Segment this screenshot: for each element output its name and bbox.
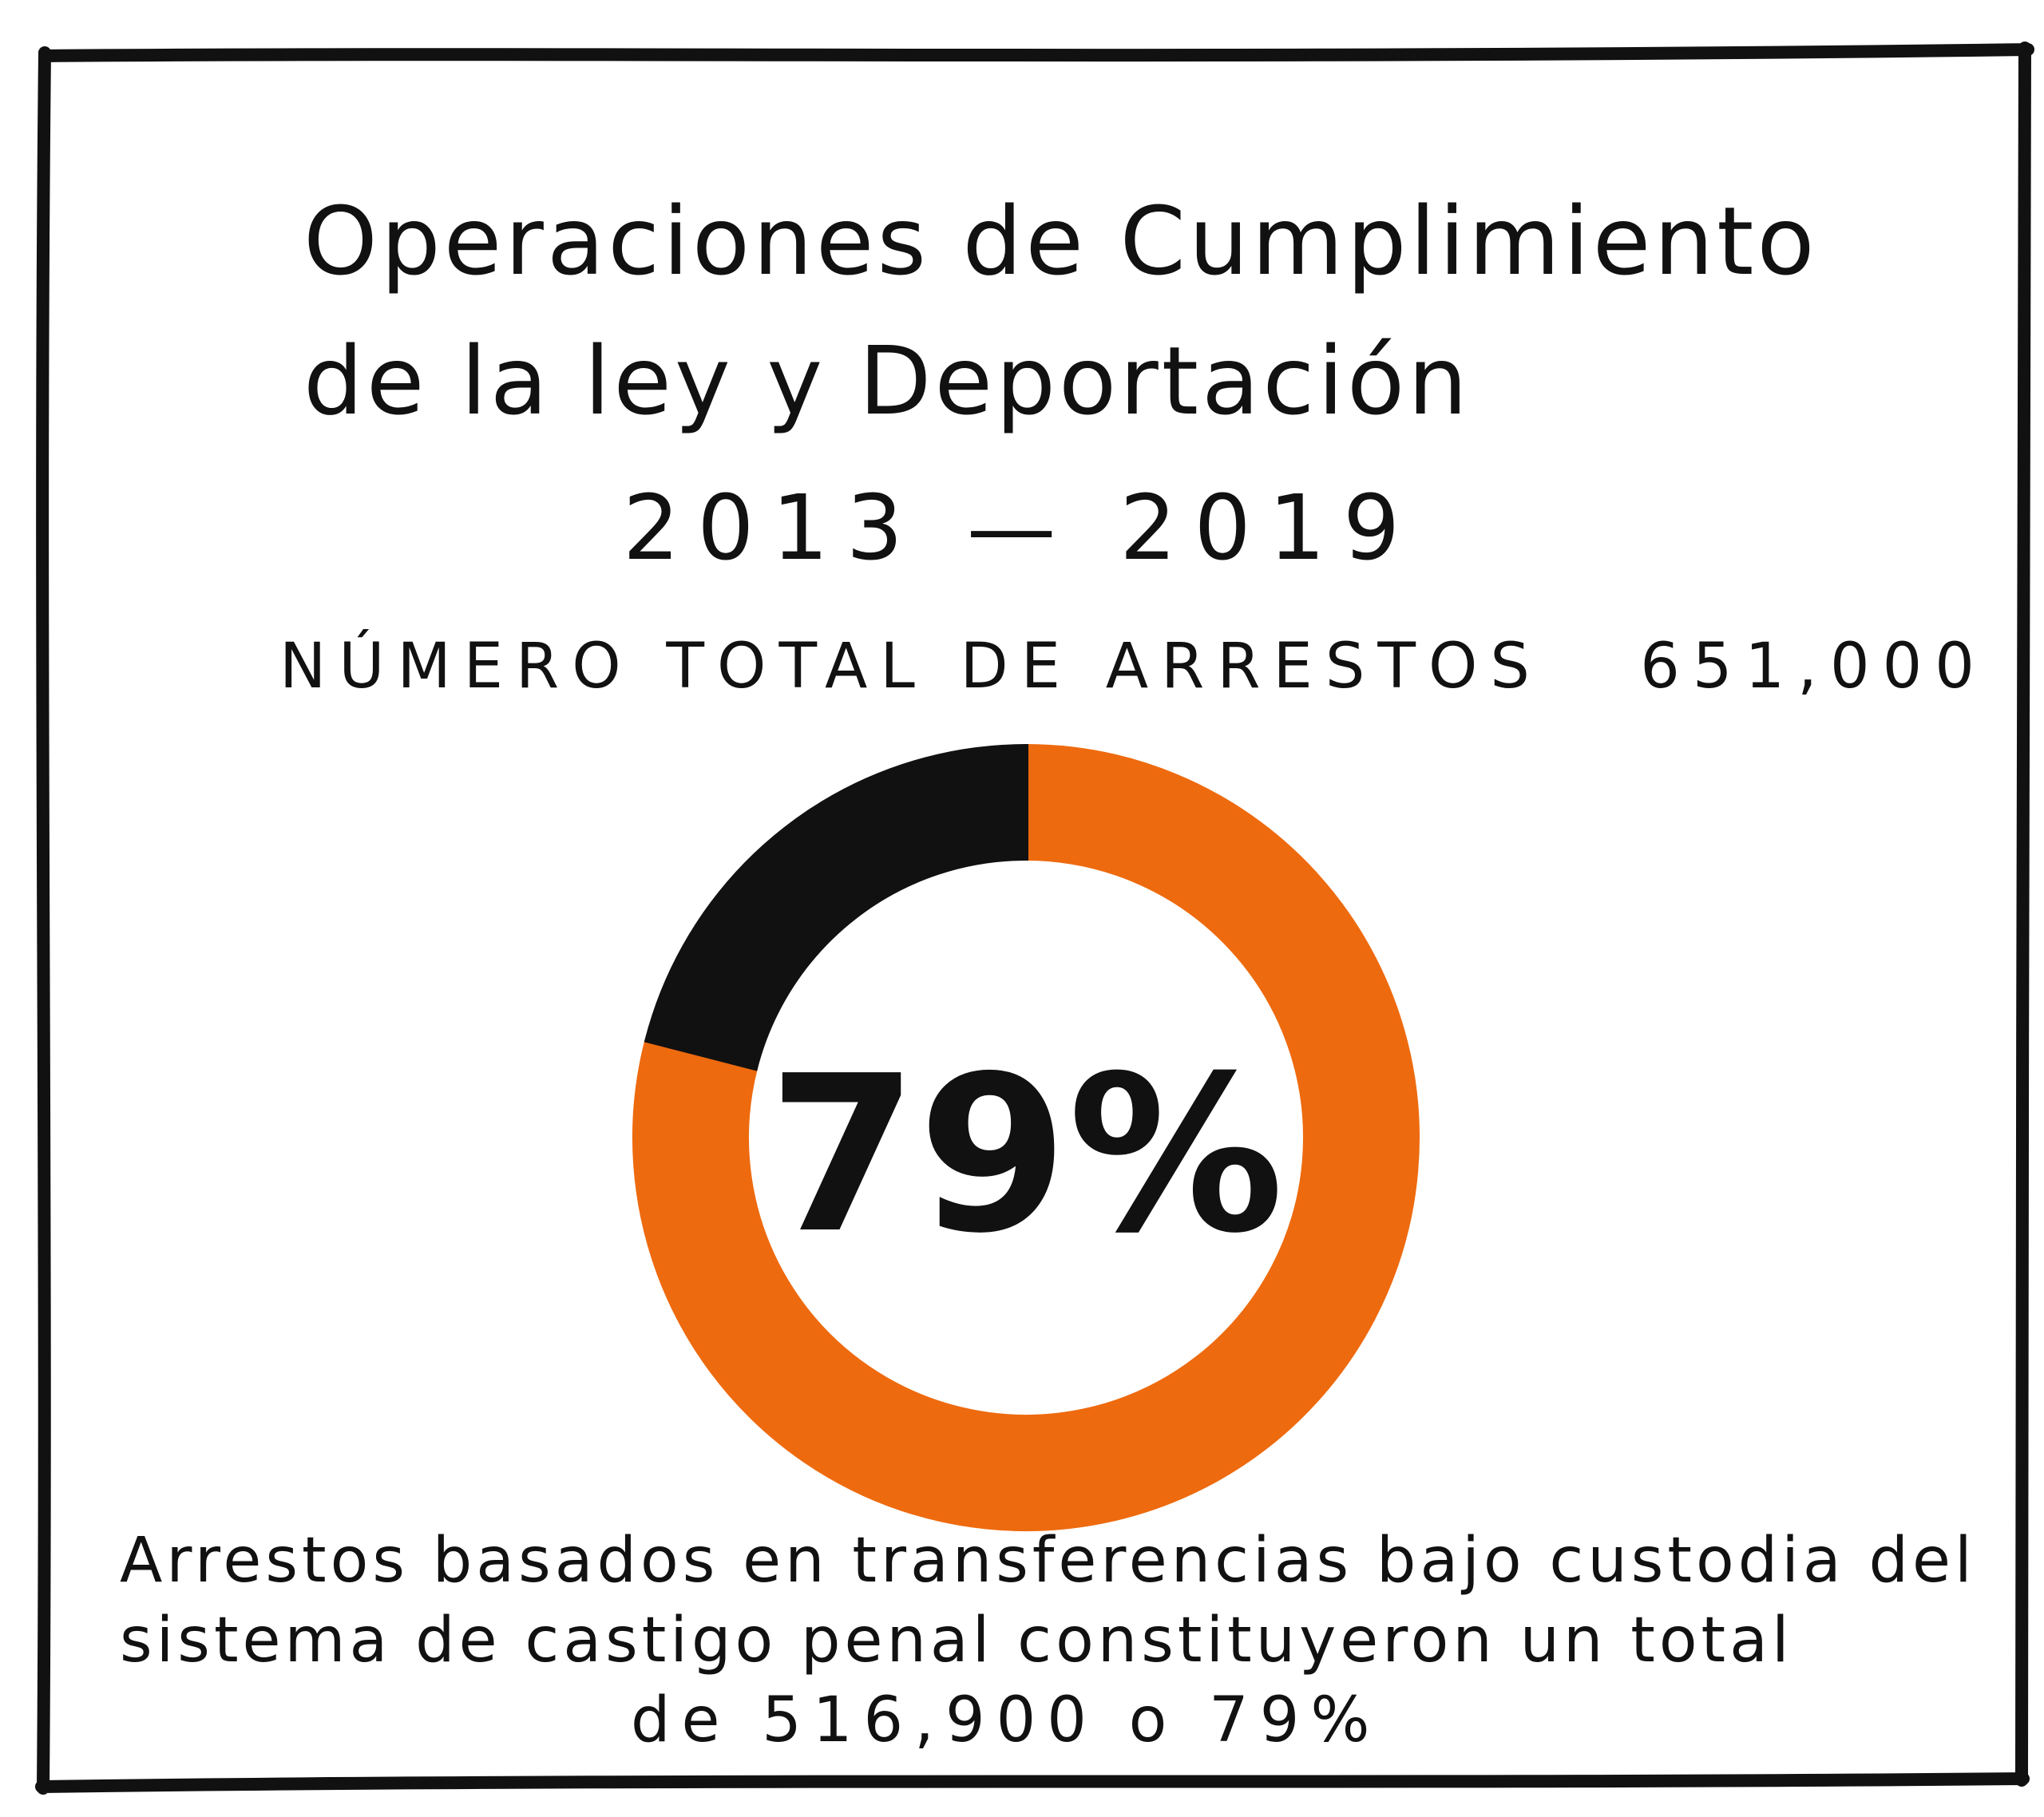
donut-slice-1 <box>632 743 1420 1531</box>
note-line-3: de 516,900 o 79% <box>631 1684 1381 1756</box>
total-arrests-value: 651,000 <box>1640 631 1987 703</box>
donut-chart: 79% <box>632 743 1420 1531</box>
chart-title: Operaciones de Cumplimiento de la ley y … <box>303 172 1818 599</box>
title-years: 2013 — 2019 <box>623 477 1418 580</box>
chart-note: Arrestos basados en transferencias bajo … <box>120 1521 1976 1760</box>
title-line-2: de la ley y Deportación <box>303 326 1471 436</box>
total-arrests: NÚMERO TOTAL DE ARRESTOS 651,000 <box>279 631 1975 703</box>
donut-center-label: 79% <box>768 1029 1284 1281</box>
donut-slice-2 <box>644 743 1028 1071</box>
note-line-2: sistema de castigo penal constituyeron u… <box>120 1605 1793 1676</box>
note-line-1: Arrestos basados en transferencias bajo … <box>120 1525 1976 1597</box>
total-arrests-label: NÚMERO TOTAL DE ARRESTOS <box>279 631 1543 703</box>
title-line-1: Operaciones de Cumplimiento <box>303 186 1818 296</box>
